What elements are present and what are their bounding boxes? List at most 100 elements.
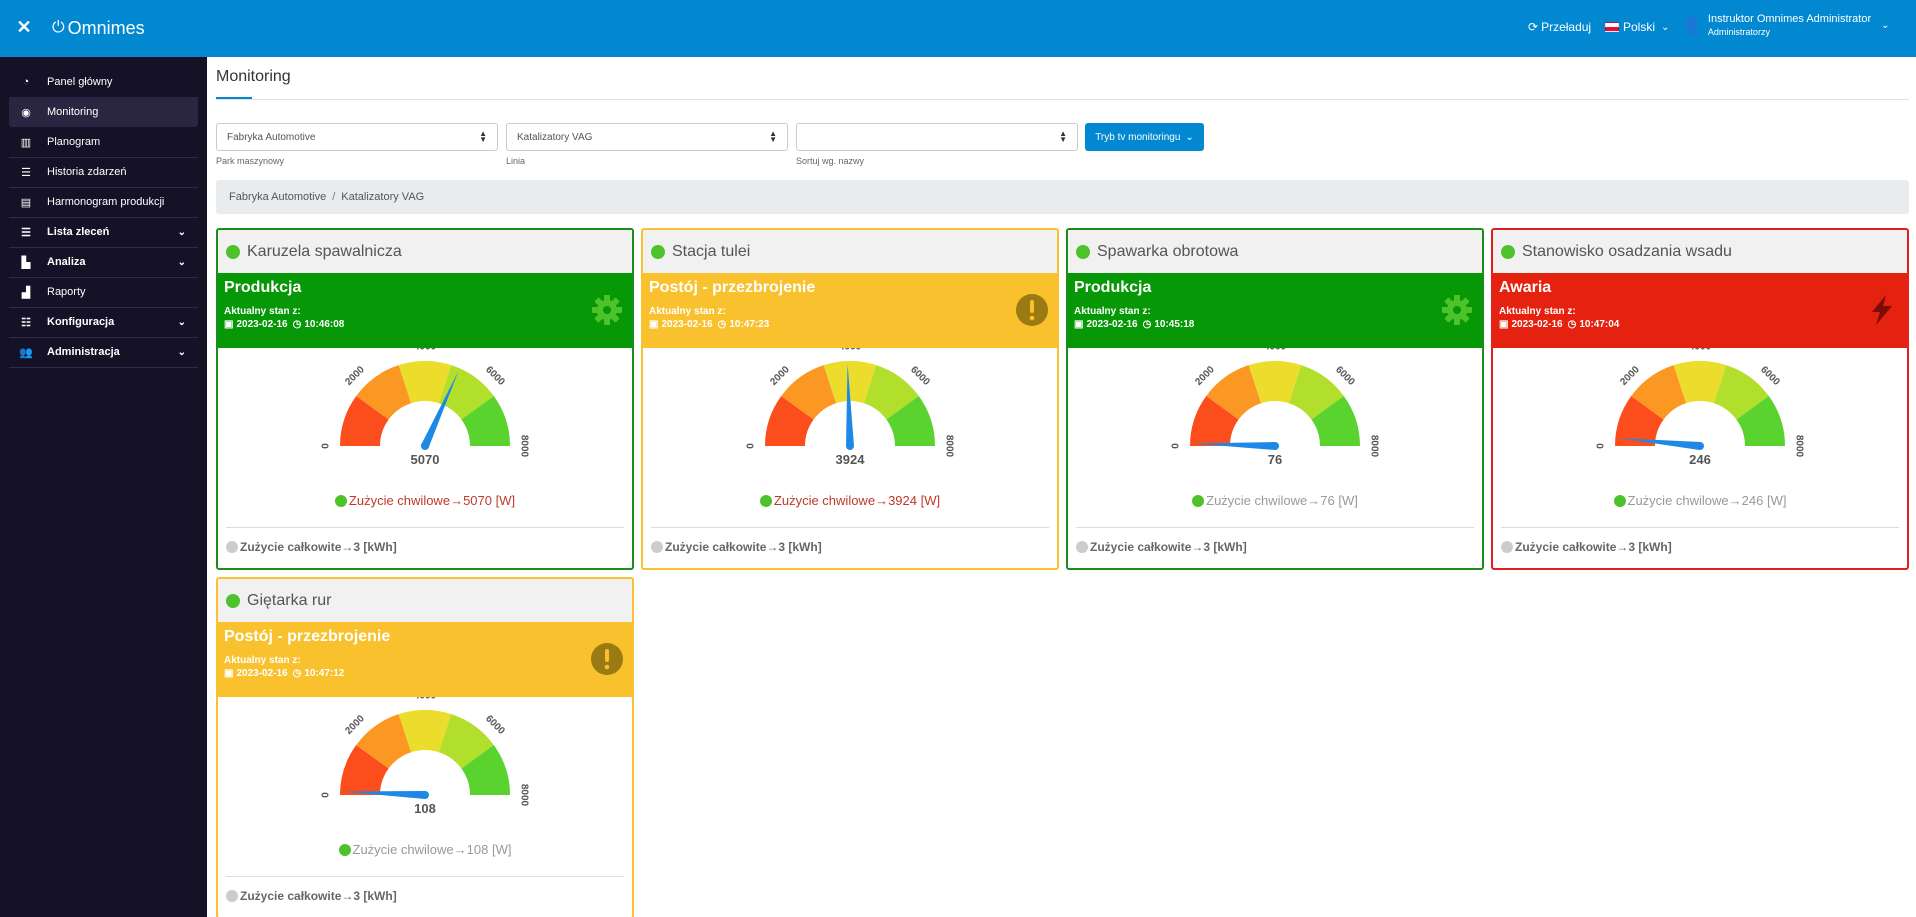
instant-consumption: Zużycie chwilowe → 5070 [W]: [218, 493, 632, 508]
machine-name: Giętarka rur: [247, 591, 332, 609]
sidebar-item-label: Planogram: [47, 136, 101, 148]
machine-card[interactable]: Giętarka rur Postój - przezbrojenie Aktu…: [216, 577, 634, 917]
user-menu[interactable]: 👤 Instruktor Omnimes Administrator Admin…: [1682, 13, 1890, 38]
status-dot: [226, 890, 238, 902]
total-value: 3 [kWh]: [1203, 540, 1247, 554]
status-time: 10:47:04: [1579, 319, 1620, 330]
status-time: 10:47:23: [729, 319, 770, 330]
tv-monitoring-button[interactable]: Tryb tv monitoringu ⌄: [1085, 123, 1204, 151]
online-status-dot: [651, 244, 665, 259]
arrow-icon: →: [1616, 540, 1629, 554]
status-dot: [226, 541, 238, 553]
sidebar-item-konfiguracja[interactable]: ☷ Konfiguracja ⌄: [9, 307, 198, 338]
gauge-band: [398, 361, 452, 404]
machine-card-header: Karuzela spawalnicza: [218, 230, 632, 273]
instant-consumption: Zużycie chwilowe → 76 [W]: [1068, 493, 1482, 508]
gauge-tick-label: 6000: [1333, 364, 1357, 388]
gauge-tick-label: 4000: [839, 348, 862, 353]
sidebar-item-label: Konfiguracja: [47, 316, 115, 328]
machine-card-header: Stanowisko osadzania wsadu: [1493, 230, 1907, 273]
user-name: Instruktor Omnimes Administrator: [1707, 13, 1872, 25]
status-timestamp: ▣ 2023-02-16 ◷ 10:47:23: [649, 319, 1057, 330]
machine-status: Produkcja: [224, 279, 302, 296]
status-timestamp: ▣ 2023-02-16 ◷ 10:46:08: [224, 319, 632, 330]
machine-card[interactable]: Stanowisko osadzania wsadu Awaria Aktual…: [1491, 228, 1909, 570]
total-label: Zużycie całkowite: [1515, 540, 1617, 554]
gauge-band: [356, 714, 412, 769]
brand-name: Omnimes: [67, 17, 145, 38]
card-divider: [226, 876, 624, 877]
chevron-down-icon: ⌄: [177, 346, 186, 358]
sidebar-item-historia-zdarzen[interactable]: ☰ Historia zdarzeń: [9, 157, 198, 188]
total-value: 3 [kWh]: [778, 540, 822, 554]
status-dot: [651, 541, 663, 553]
machine-card[interactable]: Spawarka obrotowa Produkcja Aktualny sta…: [1066, 228, 1484, 570]
status-dot: [1076, 541, 1088, 553]
close-icon[interactable]: ✕: [16, 17, 32, 37]
gauge-band: [438, 365, 494, 420]
online-status-dot: [226, 244, 240, 259]
sidebar-item-harmonogram-produkcji[interactable]: ▤ Harmonogram produkcji: [9, 187, 198, 218]
calendar-icon: ▣: [1499, 319, 1509, 330]
map-icon: ▥: [20, 136, 32, 149]
select-arrows-icon: ▲ ▼: [479, 129, 487, 144]
machine-card-header: Spawarka obrotowa: [1068, 230, 1482, 273]
gauge-band: [1288, 365, 1344, 420]
gauge-tick-label: 0: [1596, 443, 1607, 449]
sort-select[interactable]: ▲ ▼: [796, 123, 1078, 151]
gauge-band: [781, 365, 837, 420]
gauge-band: [1206, 365, 1262, 420]
gauge-tick-label: 6000: [483, 364, 507, 388]
breadcrumb-item: Katalizatory VAG: [341, 191, 425, 203]
reload-button[interactable]: ⟳ Przeładuj: [1528, 20, 1591, 34]
sidebar-item-planogram[interactable]: ▥ Planogram: [9, 127, 198, 158]
status-since-label: Aktualny stan z:: [1074, 306, 1151, 317]
gauge-band: [886, 396, 935, 446]
park-select[interactable]: Fabryka Automotive ▲ ▼: [216, 123, 498, 151]
arrow-icon: →: [341, 540, 354, 554]
park-select-value: Fabryka Automotive: [227, 131, 316, 143]
chevron-down-icon: ⌄: [1661, 21, 1670, 33]
gauge-band: [461, 396, 510, 446]
total-consumption: Zużycie całkowite → 3 [kWh]: [1501, 540, 1672, 554]
refresh-icon: ⟳: [1528, 20, 1539, 34]
gauge-band: [340, 745, 389, 795]
sidebar-item-administracja[interactable]: 👥 Administracja ⌄: [9, 337, 198, 368]
sidebar-item-monitoring[interactable]: ◉ Monitoring: [9, 97, 198, 127]
status-since-label: Aktualny stan z:: [224, 306, 301, 317]
gauge-tick-label: 0: [321, 792, 332, 798]
clock-icon: ◷: [292, 668, 302, 679]
card-divider: [651, 527, 1049, 528]
breadcrumb-item[interactable]: Fabryka Automotive: [229, 191, 327, 203]
clock-icon: ◷: [1142, 319, 1152, 330]
power-gauge: 0 2000 4000 6000 8000 246: [1493, 342, 1907, 478]
gauge-band: [1190, 396, 1239, 446]
gauge-band: [1615, 396, 1664, 446]
gauge-tick-label: 2000: [1193, 364, 1217, 388]
brand-logo[interactable]: ⏻ Omnimes: [52, 16, 145, 40]
clock-icon: ◷: [1567, 319, 1577, 330]
instant-label: Zużycie chwilowe: [1627, 493, 1729, 508]
gauge-tick-label: 0: [746, 443, 757, 449]
arrow-icon: →: [875, 493, 889, 508]
gauge-tick-label: 2000: [768, 364, 792, 388]
select-arrows-icon: ▲ ▼: [769, 129, 777, 144]
gauge-value: 3924: [835, 452, 865, 467]
total-label: Zużycie całkowite: [665, 540, 767, 554]
sidebar-item-panel-glowny[interactable]: ◔ Panel główny: [9, 67, 198, 98]
sidebar-item-raporty[interactable]: ▟ Raporty: [9, 277, 198, 308]
gauge-tick-label: 8000: [1368, 435, 1379, 458]
sidebar-item-lista-zlecen[interactable]: ☰ Lista zleceń ⌄: [9, 217, 198, 248]
card-divider: [1076, 527, 1474, 528]
language-dropdown[interactable]: Polski ⌄: [1605, 20, 1669, 34]
status-date: 2023-02-16: [1511, 319, 1563, 330]
calendar-icon: ▣: [649, 319, 659, 330]
gauge-band: [863, 365, 919, 420]
breadcrumb: Fabryka Automotive / Katalizatory VAG: [216, 180, 1909, 214]
machine-card[interactable]: Stacja tulei Postój - przezbrojenie Aktu…: [641, 228, 1059, 570]
line-select[interactable]: Katalizatory VAG ▲ ▼: [506, 123, 788, 151]
sidebar-item-analiza[interactable]: ▙ Analiza ⌄: [9, 247, 198, 278]
total-label: Zużycie całkowite: [1090, 540, 1192, 554]
machine-card[interactable]: Karuzela spawalnicza Produkcja Aktualny …: [216, 228, 634, 570]
total-consumption: Zużycie całkowite → 3 [kWh]: [1076, 540, 1247, 554]
